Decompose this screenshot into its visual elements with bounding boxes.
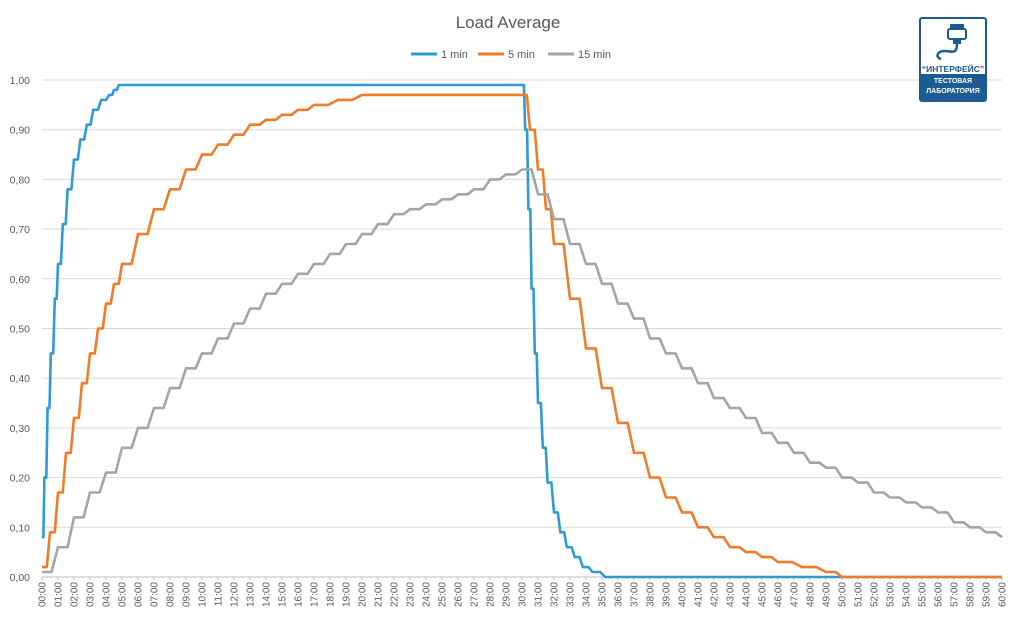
x-tick-label: 13:00 — [246, 582, 257, 607]
y-tick-label: 0,20 — [10, 473, 31, 485]
x-tick-label: 35:00 — [598, 582, 609, 607]
gridlines — [42, 79, 1002, 578]
x-tick-label: 52:00 — [870, 582, 881, 607]
x-tick-label: 49:00 — [822, 582, 833, 607]
y-tick-label: 0,60 — [10, 274, 31, 286]
y-tick-label: 0,30 — [10, 423, 31, 435]
x-tick-label: 31:00 — [534, 582, 545, 607]
x-tick-label: 08:00 — [166, 582, 177, 607]
badge-caption-line1: ТЕСТОВАЯ — [933, 78, 973, 85]
x-tick-label: 60:00 — [998, 582, 1009, 607]
x-tick-label: 16:00 — [294, 582, 305, 607]
x-tick-label: 10:00 — [198, 582, 209, 607]
x-tick-label: 04:00 — [102, 582, 113, 607]
x-tick-label: 40:00 — [678, 582, 689, 607]
x-tick-label: 25:00 — [438, 582, 449, 607]
x-tick-label: 48:00 — [806, 582, 817, 607]
legend-label: 15 min — [578, 49, 611, 61]
x-tick-label: 24:00 — [422, 582, 433, 607]
y-tick-label: 0,70 — [10, 224, 31, 236]
x-tick-label: 30:00 — [518, 582, 529, 607]
x-tick-label: 05:00 — [118, 582, 129, 607]
badge-caption-line2: ЛАБОРАТОРИЯ — [926, 88, 980, 95]
x-tick-label: 23:00 — [406, 582, 417, 607]
x-tick-label: 20:00 — [358, 582, 369, 607]
x-tick-label: 19:00 — [342, 582, 353, 607]
legend-label: 5 min — [508, 49, 535, 61]
x-tick-label: 47:00 — [790, 582, 801, 607]
x-tick-label: 39:00 — [662, 582, 673, 607]
legend-label: 1 min — [441, 49, 468, 61]
y-tick-label: 0,00 — [10, 572, 31, 584]
x-tick-label: 36:00 — [614, 582, 625, 607]
x-tick-label: 29:00 — [502, 582, 513, 607]
x-tick-label: 50:00 — [838, 582, 849, 607]
y-tick-label: 0,40 — [10, 373, 31, 385]
x-tick-label: 42:00 — [710, 582, 721, 607]
x-tick-label: 17:00 — [310, 582, 321, 607]
x-tick-label: 09:00 — [182, 582, 193, 607]
x-tick-label: 55:00 — [918, 582, 929, 607]
series-line-1-min — [42, 83, 1002, 579]
legend: 1 min 5 min 15 min — [411, 49, 611, 61]
x-tick-label: 01:00 — [54, 582, 65, 607]
x-tick-label: 34:00 — [582, 582, 593, 607]
x-tick-label: 43:00 — [726, 582, 737, 607]
y-tick-label: 0,80 — [10, 174, 31, 186]
usb-cable-icon — [936, 24, 967, 61]
series-lines — [42, 83, 1003, 579]
x-tick-label: 45:00 — [758, 582, 769, 607]
x-tick-label: 03:00 — [86, 582, 97, 607]
y-tick-label: 0,10 — [10, 522, 31, 534]
interface-lab-logo: “ИНТЕРФЕЙС” ТЕСТОВАЯ ЛАБОРАТОРИЯ — [919, 17, 987, 102]
x-tick-label: 07:00 — [150, 582, 161, 607]
x-tick-label: 00:00 — [38, 582, 49, 607]
y-tick-label: 0,50 — [10, 324, 31, 336]
x-tick-label: 15:00 — [278, 582, 289, 607]
x-tick-label: 44:00 — [742, 582, 753, 607]
chart-title: Load Average — [456, 13, 561, 32]
y-axis-ticks: 0,00 0,10 0,20 0,30 0,40 0,50 0,60 0,70 0,80 0,90… — [10, 75, 31, 584]
x-tick-label: 22:00 — [390, 582, 401, 607]
series-line-5-min — [42, 93, 1002, 579]
x-tick-label: 32:00 — [550, 582, 561, 607]
x-tick-label: 56:00 — [934, 582, 945, 607]
x-tick-label: 26:00 — [454, 582, 465, 607]
x-axis-ticks: 00:00 01:00 02:00 03:00 04:00 05:00 06:00 07:00… — [38, 577, 1009, 607]
x-tick-label: 33:00 — [566, 582, 577, 607]
x-tick-label: 21:00 — [374, 582, 385, 607]
x-tick-label: 14:00 — [262, 582, 273, 607]
badge-name: “ИНТЕРФЕЙС” — [921, 64, 985, 74]
x-tick-label: 06:00 — [134, 582, 145, 607]
x-tick-label: 53:00 — [886, 582, 897, 607]
x-tick-label: 38:00 — [646, 582, 657, 607]
x-tick-label: 57:00 — [950, 582, 961, 607]
x-tick-label: 11:00 — [214, 582, 225, 607]
x-tick-label: 28:00 — [486, 582, 497, 607]
x-tick-label: 46:00 — [774, 582, 785, 607]
y-tick-label: 0,90 — [10, 125, 31, 137]
x-tick-label: 41:00 — [694, 582, 705, 607]
x-tick-label: 58:00 — [966, 582, 977, 607]
x-tick-label: 59:00 — [982, 582, 993, 607]
series-line-15-min — [42, 168, 1003, 574]
x-tick-label: 54:00 — [902, 582, 913, 607]
y-tick-label: 1,00 — [10, 75, 31, 87]
x-tick-label: 27:00 — [470, 582, 481, 607]
x-tick-label: 02:00 — [70, 582, 81, 607]
x-tick-label: 18:00 — [326, 582, 337, 607]
x-tick-label: 37:00 — [630, 582, 641, 607]
badge-caption: ТЕСТОВАЯ ЛАБОРАТОРИЯ — [921, 74, 985, 100]
x-tick-label: 51:00 — [854, 582, 865, 607]
x-tick-label: 12:00 — [230, 582, 241, 607]
